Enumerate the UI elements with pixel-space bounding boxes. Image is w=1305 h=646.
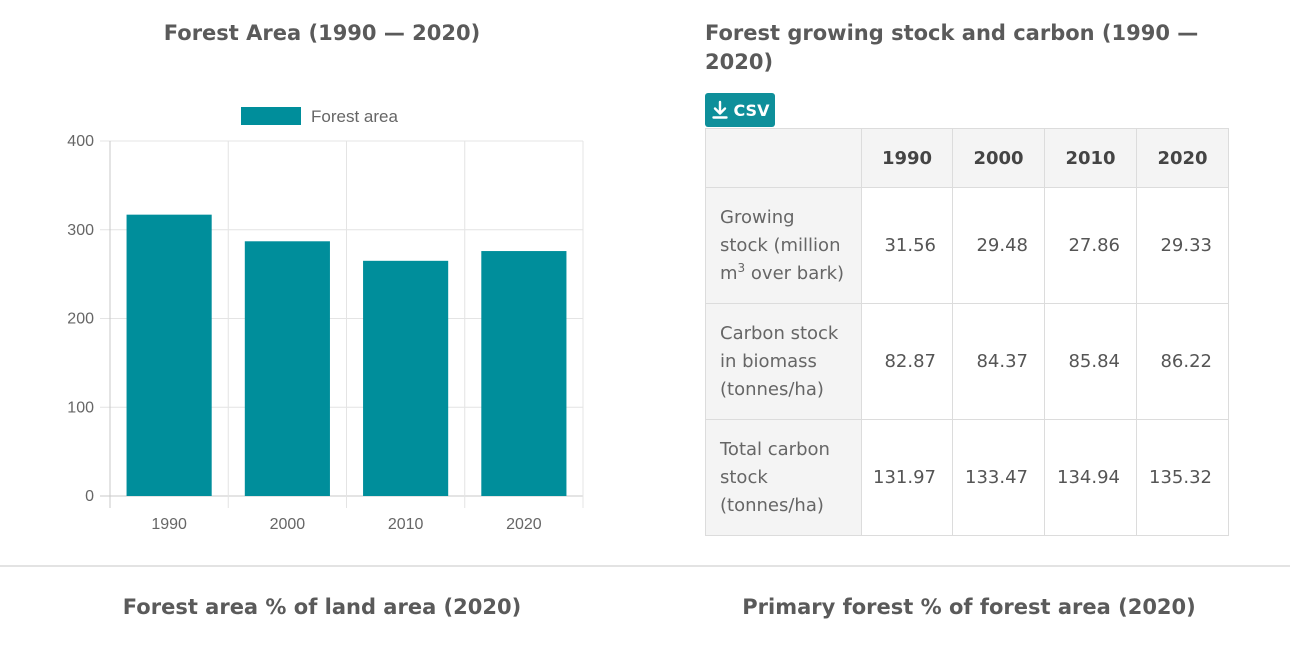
table-row: Carbon stock in biomass (tonnes/ha) 82.8… [705, 303, 1229, 420]
y-tick-label: 400 [67, 133, 94, 150]
table-cell: 131.97 [861, 419, 953, 536]
forest-area-chart: Forest area 0 100 200 300 400 1990 2000 2010 20… [67, 107, 584, 533]
table-cell: 135.32 [1136, 419, 1229, 536]
primary-forest-percent-title: Primary forest % of forest area (2020) [742, 595, 1196, 619]
y-tick-label: 300 [67, 222, 94, 239]
chart-title: Forest Area (1990 — 2020) [163, 21, 481, 45]
section-divider [0, 565, 1290, 567]
table-cell: 82.87 [861, 303, 953, 420]
column-header: 1990 [861, 128, 953, 188]
y-tick-label: 100 [67, 399, 94, 416]
y-tick-label: 0 [85, 488, 94, 505]
bar-2000[interactable] [244, 241, 330, 496]
bar-1990[interactable] [126, 214, 212, 496]
x-tick-label: 2000 [270, 516, 306, 533]
x-tick-label: 1990 [151, 516, 187, 533]
table-header-row: 1990 2000 2010 2020 [705, 128, 1229, 188]
table-cell: 29.33 [1136, 187, 1229, 304]
table-cell: 133.47 [952, 419, 1045, 536]
growing-stock-table: 1990 2000 2010 2020 Growing stock (milli… [705, 128, 1229, 536]
table-cell: 27.86 [1044, 187, 1137, 304]
table-cell: 84.37 [952, 303, 1045, 420]
column-header: 2000 [952, 128, 1045, 188]
x-tick-label: 2020 [506, 516, 542, 533]
table-title: Forest growing stock and carbon (1990 — … [705, 21, 1199, 74]
chart-legend[interactable]: Forest area [241, 107, 398, 126]
table-cell: 85.84 [1044, 303, 1137, 420]
table-cell: 86.22 [1136, 303, 1229, 420]
y-tick-label: 200 [67, 311, 94, 328]
chart-bars [126, 214, 567, 496]
x-axis: 1990 2000 2010 2020 [151, 516, 541, 533]
forest-area-percent-title: Forest area % of land area (2020) [122, 595, 522, 619]
legend-swatch [241, 107, 301, 125]
row-label: Total carbon stock (tonnes/ha) [705, 419, 862, 536]
bar-2020[interactable] [481, 251, 567, 496]
column-header: 2010 [1044, 128, 1137, 188]
column-header: 2020 [1136, 128, 1229, 188]
download-icon [711, 100, 729, 120]
y-axis: 0 100 200 300 400 [67, 133, 94, 505]
column-header [705, 128, 862, 188]
table-row: Growing stock (million m3 over bark) 31.… [705, 187, 1229, 304]
table-cell: 29.48 [952, 187, 1045, 304]
bar-2010[interactable] [363, 260, 449, 496]
table-cell: 134.94 [1044, 419, 1137, 536]
x-tick-label: 2010 [388, 516, 424, 533]
csv-button-label: CSV [733, 100, 770, 120]
table-cell: 31.56 [861, 187, 953, 304]
table-row: Total carbon stock (tonnes/ha) 131.97 13… [705, 419, 1229, 536]
csv-download-button[interactable]: CSV [705, 93, 775, 127]
row-label: Growing stock (million m3 over bark) [705, 187, 862, 304]
legend-label: Forest area [311, 107, 398, 126]
row-label: Carbon stock in biomass (tonnes/ha) [705, 303, 862, 420]
